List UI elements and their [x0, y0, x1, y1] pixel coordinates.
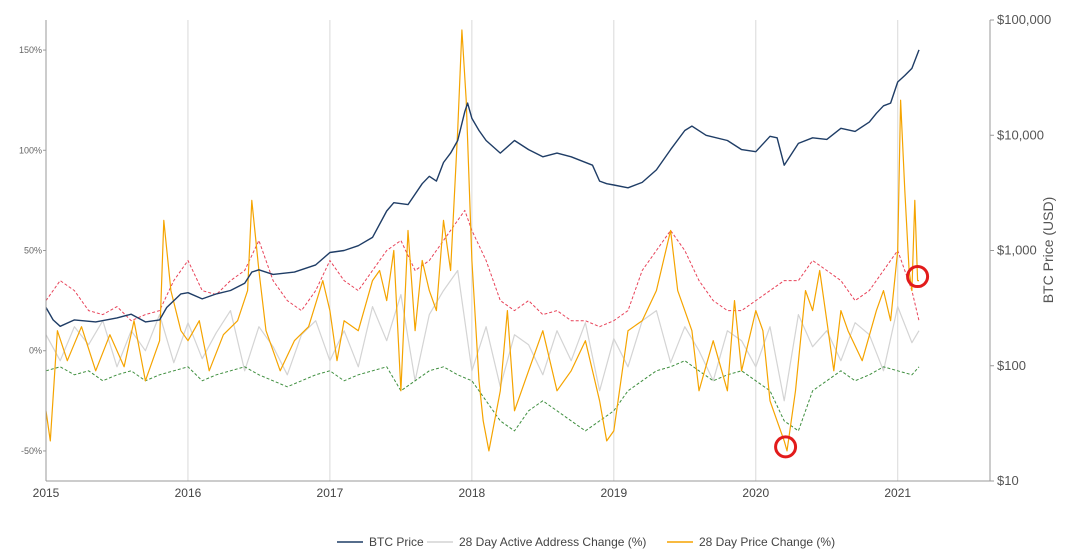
x-tick-label: 2018	[459, 486, 486, 500]
active-address-change-line	[45, 269, 920, 402]
left-tick-label: 50%	[24, 246, 42, 256]
highlight-circle-2	[906, 265, 930, 289]
legend: BTC Price 28 Day Active Address Change (%…	[337, 535, 835, 549]
lower-band-line	[45, 360, 920, 432]
x-tick-label: 2015	[33, 486, 60, 500]
right-tick-label: $10,000	[997, 127, 1044, 142]
upper-band-line	[45, 209, 920, 328]
annotation-layer	[774, 265, 930, 459]
x-tick-label: 2021	[884, 486, 911, 500]
right-axis-title: BTC Price (USD)	[1040, 197, 1056, 304]
left-tick-label: 0%	[29, 346, 42, 356]
x-tick-label: 2020	[742, 486, 769, 500]
right-tick-label: $1,000	[997, 243, 1037, 258]
left-tick-label: 100%	[19, 145, 42, 155]
left-tick-label: -50%	[21, 446, 42, 456]
x-tick-label: 2017	[317, 486, 344, 500]
legend-label: 28 Day Active Address Change (%)	[459, 535, 646, 549]
x-tick-label: 2016	[175, 486, 202, 500]
btc-price-line	[45, 49, 920, 327]
price-change-line	[45, 29, 919, 452]
axis-layer: 2015 2016 2017 2018 2019 2020 2021 -50% 0% 50% 100…	[19, 12, 1051, 500]
right-tick-label: $100	[997, 358, 1026, 373]
right-tick-label: $100,000	[997, 12, 1051, 27]
left-tick-label: 150%	[19, 45, 42, 55]
legend-label: 28 Day Price Change (%)	[699, 535, 835, 549]
highlight-circle-1	[774, 435, 798, 459]
x-tick-label: 2019	[600, 486, 627, 500]
legend-label: BTC Price	[369, 535, 424, 549]
series-layer	[45, 29, 920, 452]
right-tick-label: $10	[997, 473, 1019, 488]
